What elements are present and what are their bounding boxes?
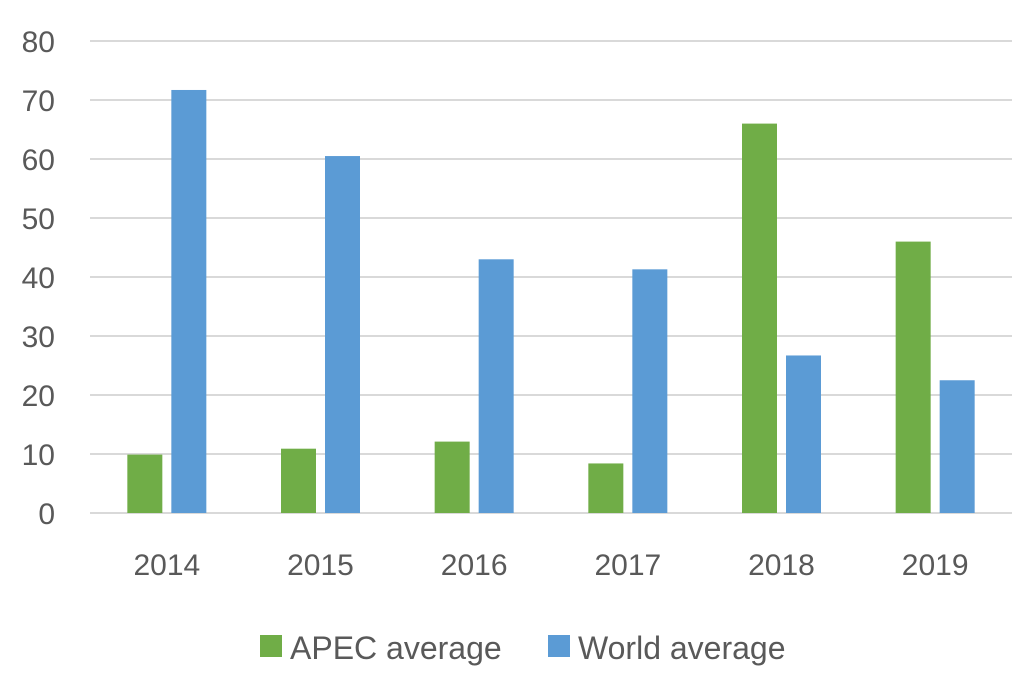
legend-label-world: World average bbox=[578, 630, 786, 666]
bar-world-2018 bbox=[786, 355, 821, 513]
gridlines bbox=[90, 40, 1012, 514]
y-tick-label: 30 bbox=[22, 321, 55, 354]
legend-label-apec: APEC average bbox=[290, 630, 502, 666]
y-tick-label: 80 bbox=[22, 26, 55, 59]
bar-apec-2016 bbox=[434, 441, 470, 513]
y-tick-label: 10 bbox=[22, 439, 55, 472]
y-tick-label: 0 bbox=[38, 498, 55, 531]
y-tick-label: 40 bbox=[22, 262, 55, 295]
bar-world-2017 bbox=[632, 269, 668, 513]
y-axis-ticks: 0 10 20 30 40 50 60 70 80 bbox=[22, 26, 55, 531]
x-axis-ticks: 2014 2015 2016 2017 2018 2019 bbox=[133, 549, 968, 582]
bar-world-2014 bbox=[171, 89, 207, 513]
bar-world-2015 bbox=[325, 156, 360, 514]
x-tick-label: 2014 bbox=[133, 549, 200, 582]
legend: APEC average World average bbox=[260, 630, 786, 666]
bar-apec-2018 bbox=[742, 123, 777, 513]
bars bbox=[127, 89, 975, 514]
legend-swatch-apec bbox=[260, 635, 282, 657]
x-tick-label: 2016 bbox=[441, 549, 508, 582]
y-tick-label: 50 bbox=[22, 203, 55, 236]
bar-apec-2014 bbox=[127, 454, 163, 513]
x-tick-label: 2017 bbox=[594, 549, 661, 582]
bar-apec-2015 bbox=[281, 448, 316, 513]
bar-world-2016 bbox=[478, 259, 514, 513]
x-tick-label: 2019 bbox=[902, 549, 969, 582]
y-tick-label: 20 bbox=[22, 380, 55, 413]
bar-apec-2019 bbox=[895, 241, 931, 513]
bar-apec-2017 bbox=[588, 463, 624, 513]
x-tick-label: 2015 bbox=[287, 549, 354, 582]
legend-swatch-world bbox=[548, 635, 570, 657]
x-tick-label: 2018 bbox=[748, 549, 815, 582]
y-tick-label: 60 bbox=[22, 144, 55, 177]
y-tick-label: 70 bbox=[22, 85, 55, 118]
bar-world-2019 bbox=[939, 380, 975, 513]
